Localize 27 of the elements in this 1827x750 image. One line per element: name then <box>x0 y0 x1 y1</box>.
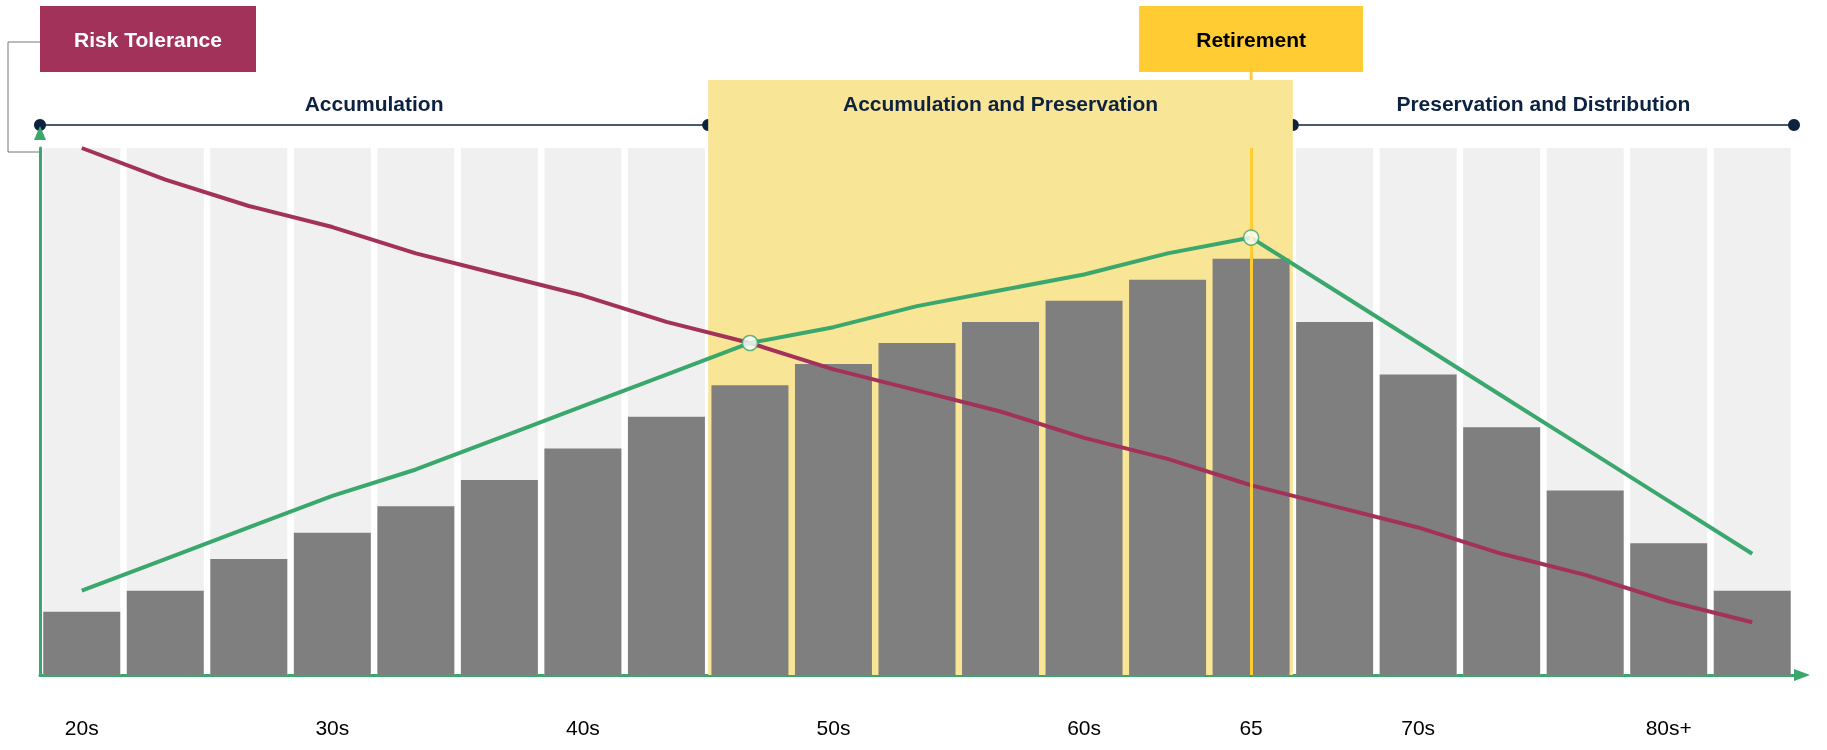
x-tick-label: 60s <box>1067 716 1101 739</box>
bar <box>1630 543 1708 675</box>
x-tick-label: 40s <box>565 716 600 739</box>
text: Accumulation and Preservation <box>842 91 1159 115</box>
bar <box>878 342 956 675</box>
x-tick-label: 20s <box>64 716 99 739</box>
bar <box>794 364 872 675</box>
bar <box>1212 258 1290 675</box>
bar <box>1045 300 1123 675</box>
bar <box>293 532 371 675</box>
bar <box>377 506 455 675</box>
bar <box>1713 590 1791 675</box>
bar <box>126 590 204 675</box>
x-tick-label: 70s <box>1401 716 1436 739</box>
text: Accumulation <box>304 91 444 115</box>
bar <box>1129 279 1207 675</box>
bar <box>711 385 789 675</box>
text: Preservation and Distribution <box>1396 91 1691 115</box>
x-tick-label: 80s+ <box>1645 716 1692 739</box>
bar <box>210 559 288 675</box>
x-tick-label: 30s <box>315 716 350 739</box>
ref-line-label: Retirement <box>1196 27 1306 51</box>
x-tick-label: 50s <box>816 716 851 739</box>
text: Risk Tolerance <box>74 27 222 51</box>
bar <box>43 611 121 675</box>
x-tick-label: 65 <box>1239 716 1263 739</box>
bar <box>962 321 1040 675</box>
